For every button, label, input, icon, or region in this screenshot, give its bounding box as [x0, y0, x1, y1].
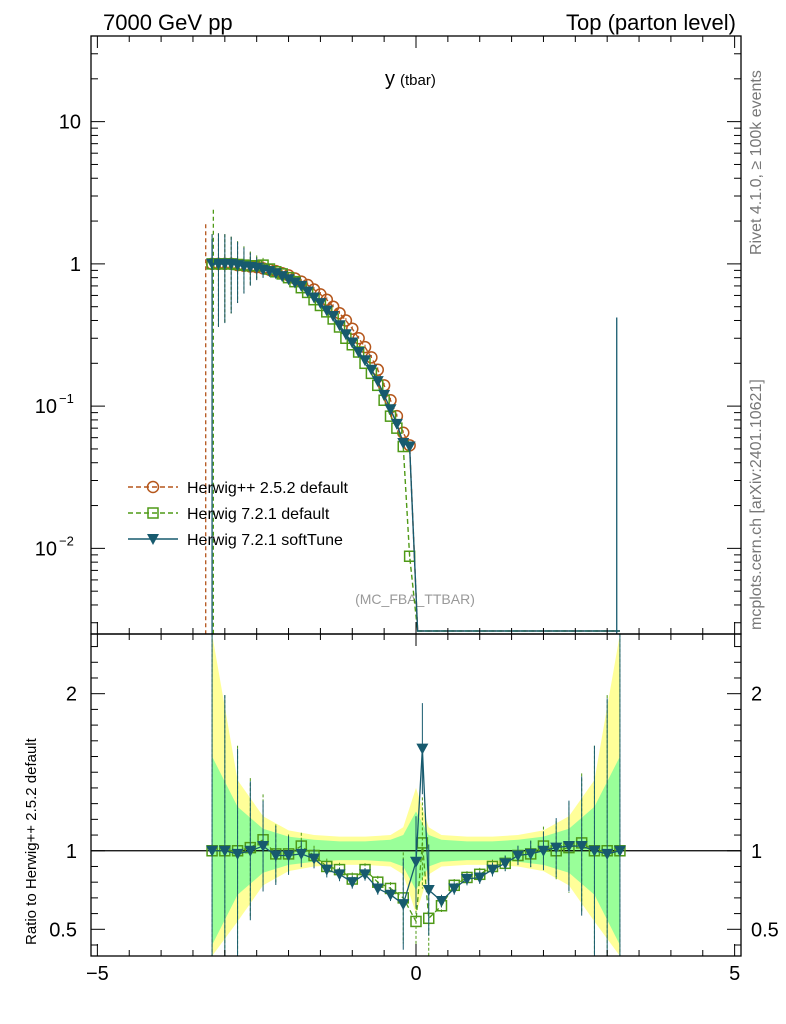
ratio-y-tick-label-right: 0.5 — [751, 919, 779, 941]
marker-2-16 — [308, 292, 321, 304]
ratio-marker-1-19 — [435, 896, 448, 908]
mcplots-label: mcplots.cern.ch [arXiv:2401.10621] — [748, 379, 765, 630]
ratio-y-tick-label-right: 2 — [751, 684, 762, 706]
ratio-marker-1-17 — [416, 743, 429, 755]
ratio-marker-1-20 — [448, 883, 461, 895]
plot-title-main: y — [385, 68, 395, 90]
ratio-marker-1-8 — [308, 853, 321, 865]
ratio-y-tick-label-right: 1 — [751, 841, 762, 863]
marker-2-26 — [371, 376, 384, 388]
ratio-ylabel: Ratio to Herwig++ 2.5.2 default — [23, 737, 40, 945]
ratio-line-0 — [212, 838, 620, 924]
marker-2-28 — [384, 404, 397, 416]
ratio-marker-0-16 — [410, 915, 422, 928]
marker-2-15 — [301, 286, 314, 298]
ratio-marker-1-31 — [588, 845, 601, 857]
legend-marker-0 — [146, 480, 160, 494]
legend-marker-1 — [147, 507, 159, 519]
ratio-y-tick-label: 1 — [66, 841, 77, 863]
marker-2-18 — [320, 305, 333, 317]
ratio-marker-1-14 — [384, 889, 397, 901]
rivet-label: Rivet 4.1.0, ≥ 100k events — [748, 70, 765, 255]
ratio-y-tick-label: 0.5 — [49, 919, 77, 941]
ratio-marker-1-28 — [550, 842, 563, 854]
y-tick-label: 10 — [59, 112, 81, 134]
x-tick-label: 0 — [410, 963, 421, 985]
process-label: Top (parton level) — [566, 10, 736, 35]
ratio-marker-1-3 — [244, 845, 257, 857]
analysis-watermark: (MC_FBA_TTBAR) — [355, 591, 475, 607]
band-outer — [212, 634, 620, 956]
y-tick-exponent: −1 — [59, 391, 74, 406]
marker-2-25 — [365, 364, 378, 376]
ratio-marker-1-0 — [206, 845, 219, 857]
marker-2-17 — [314, 298, 327, 310]
y-tick-label: 10 — [35, 538, 57, 560]
marker-2-31 — [403, 441, 416, 453]
marker-2-11 — [276, 271, 289, 283]
ratio-marker-1-23 — [486, 864, 499, 876]
ratio-marker-1-32 — [601, 848, 614, 860]
ratio-marker-1-30 — [575, 841, 588, 853]
main-series-group — [205, 209, 620, 634]
series-line-1 — [212, 263, 620, 632]
marker-2-21 — [339, 329, 352, 341]
y-tick-exponent: −2 — [59, 533, 74, 548]
legend-label-1: Herwig 7.2.1 default — [187, 506, 330, 523]
ratio-marker-1-13 — [371, 883, 384, 895]
marker-2-20 — [333, 320, 346, 332]
ratio-line-1 — [212, 748, 621, 906]
ratio-marker-1-7 — [295, 848, 308, 860]
plot-title: y (tbar) — [385, 68, 436, 90]
marker-2-30 — [397, 438, 410, 450]
plot-title-suffix: (tbar) — [400, 72, 436, 89]
ratio-marker-1-10 — [333, 869, 346, 881]
marker-2-12 — [282, 274, 295, 286]
ratio-marker-1-1 — [218, 845, 231, 857]
ratio-marker-1-24 — [499, 858, 512, 870]
marker-0-22 — [346, 322, 359, 335]
energy-label: 7000 GeV pp — [103, 10, 233, 35]
ratio-marker-1-2 — [231, 848, 244, 860]
ratio-marker-1-4 — [257, 841, 270, 853]
x-tick-label: 5 — [729, 963, 740, 985]
ratio-marker-1-18 — [422, 885, 435, 897]
legend: Herwig++ 2.5.2 default Herwig 7.2.1 defau… — [128, 480, 349, 549]
series-line-0 — [212, 263, 620, 632]
ratio-series-group — [206, 634, 626, 956]
series-line-2 — [212, 263, 620, 632]
ratio-marker-1-26 — [524, 848, 537, 860]
ratio-marker-1-21 — [460, 874, 473, 886]
marker-2-19 — [327, 311, 340, 323]
marker-2-27 — [378, 389, 391, 401]
legend-label-0: Herwig++ 2.5.2 default — [187, 480, 349, 497]
y-tick-label: 10 — [35, 396, 57, 418]
ratio-y-tick-label: 2 — [66, 684, 77, 706]
marker-2-29 — [390, 418, 403, 430]
legend-marker-2 — [147, 534, 159, 545]
marker-2-14 — [295, 280, 308, 292]
y-tick-label: 1 — [70, 254, 81, 276]
ratio-marker-1-12 — [359, 869, 372, 881]
ratio-marker-1-22 — [473, 872, 486, 884]
ratio-marker-1-15 — [397, 899, 410, 911]
x-tick-label: −5 — [86, 963, 109, 985]
ratio-marker-1-25 — [511, 850, 524, 862]
ratio-marker-1-33 — [613, 845, 626, 857]
ratio-marker-1-16 — [410, 856, 422, 868]
marker-2-23 — [352, 347, 365, 359]
ratio-marker-1-11 — [346, 877, 359, 889]
ratio-marker-1-6 — [282, 850, 295, 862]
marker-2-24 — [359, 355, 372, 367]
marker-2-13 — [288, 277, 301, 289]
ratio-marker-1-29 — [562, 841, 575, 853]
ratio-marker-1-9 — [320, 864, 333, 876]
ratio-marker-1-5 — [269, 850, 282, 862]
marker-2-22 — [346, 337, 359, 349]
marker-2-10 — [269, 268, 282, 280]
ratio-marker-1-27 — [537, 845, 550, 857]
legend-label-2: Herwig 7.2.1 softTune — [187, 532, 343, 549]
